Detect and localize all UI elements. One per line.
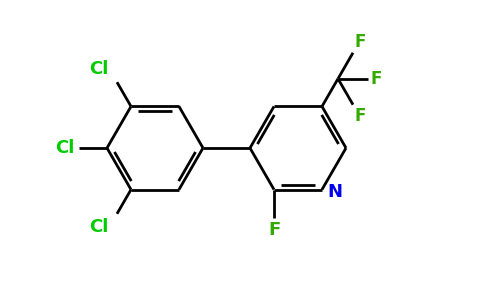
Text: Cl: Cl: [90, 60, 109, 78]
Text: F: F: [355, 33, 366, 51]
Text: N: N: [327, 183, 342, 201]
Text: Cl: Cl: [90, 218, 109, 236]
Text: F: F: [370, 70, 381, 88]
Text: F: F: [268, 220, 280, 238]
Text: F: F: [355, 107, 366, 125]
Text: Cl: Cl: [56, 139, 75, 157]
